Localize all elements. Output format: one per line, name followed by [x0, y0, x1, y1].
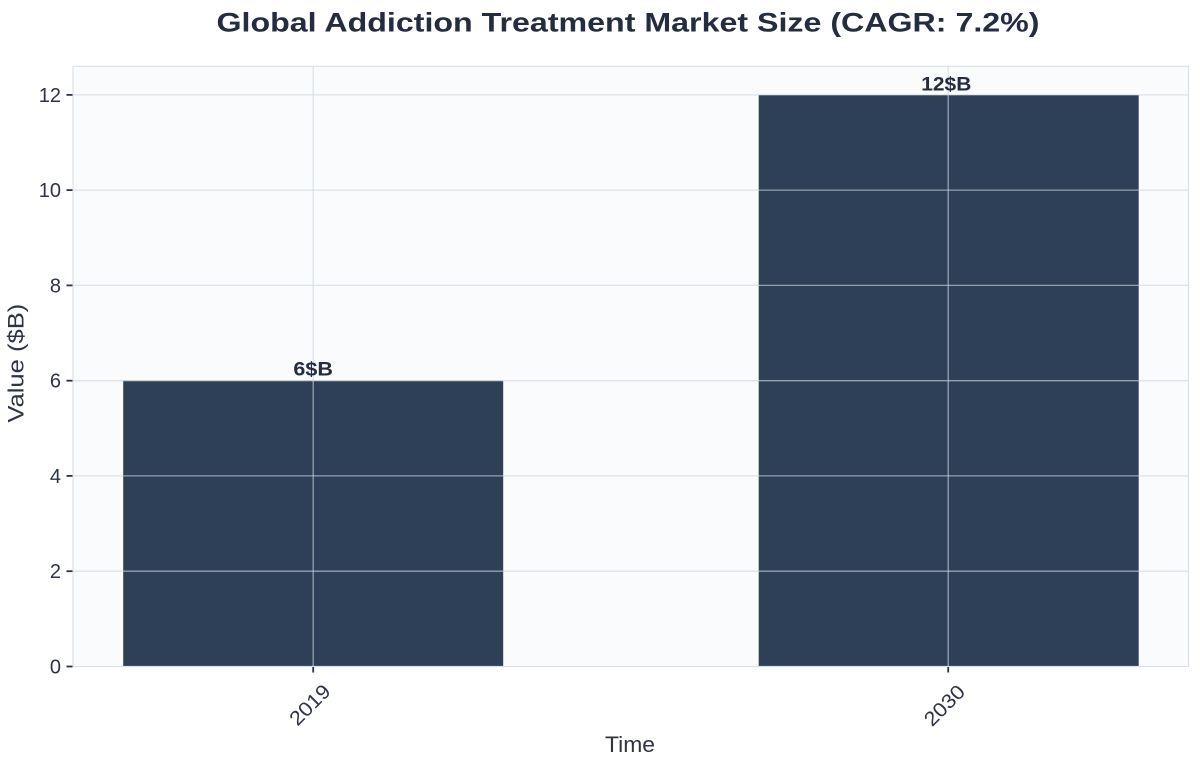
svg-text:Time: Time [605, 732, 655, 757]
svg-text:12: 12 [39, 85, 61, 107]
svg-text:2: 2 [50, 561, 61, 583]
svg-text:6: 6 [50, 371, 61, 393]
svg-text:12$B: 12$B [921, 74, 971, 95]
svg-text:Value ($B): Value ($B) [4, 304, 29, 423]
svg-text:4: 4 [50, 466, 61, 488]
svg-text:0: 0 [50, 657, 61, 679]
svg-text:Global Addiction Treatment Mar: Global Addiction Treatment Market Size (… [217, 8, 1040, 38]
svg-text:8: 8 [50, 275, 61, 297]
svg-text:6$B: 6$B [293, 359, 333, 380]
svg-text:10: 10 [39, 180, 61, 202]
